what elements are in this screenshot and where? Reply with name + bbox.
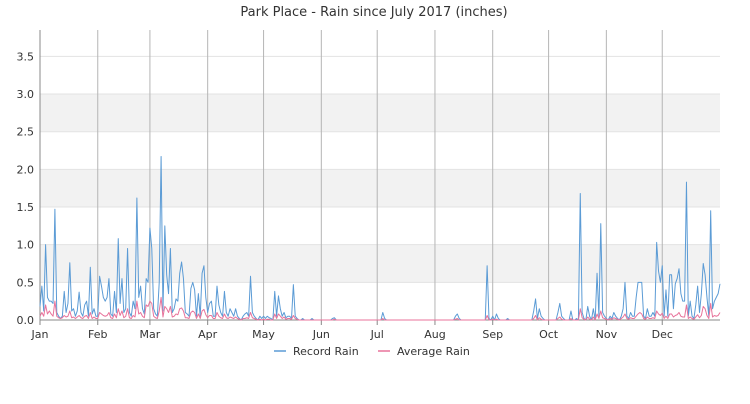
- series-layer: [39, 156, 721, 321]
- legend-item-average[interactable]: Average Rain: [378, 345, 470, 358]
- y-tick-label: 1.5: [17, 201, 35, 214]
- y-tick-label: 2.5: [17, 126, 35, 139]
- legend-label-average: Average Rain: [397, 345, 470, 358]
- y-tick-label: 3.5: [17, 50, 35, 63]
- y-tick-label: 1.0: [17, 239, 35, 252]
- y-tick-label: 3.0: [17, 88, 35, 101]
- legend[interactable]: Record Rain Average Rain: [274, 345, 470, 358]
- series-line-average: [39, 296, 721, 321]
- band: [40, 94, 720, 132]
- gridlines: [39, 30, 720, 321]
- y-tick-label: 0.5: [17, 276, 35, 289]
- chart-title: Park Place - Rain since July 2017 (inche…: [240, 5, 507, 20]
- x-axis: Jan Feb Mar Apr May Jun Jul Aug Sep Oct Nov Dec: [31, 319, 720, 341]
- x-tick-label: Aug: [424, 328, 445, 341]
- y-axis: 0.0 0.5 1.0 1.5 2.0 2.5 3.0 3.5: [17, 30, 41, 327]
- x-tick-label: Oct: [539, 328, 559, 341]
- x-tick-label: Sep: [482, 328, 503, 341]
- legend-label-record: Record Rain: [293, 345, 359, 358]
- x-tick-label: May: [252, 328, 275, 341]
- background-bands: [40, 94, 720, 283]
- x-tick-label: Jan: [31, 328, 49, 341]
- y-tick-label: 2.0: [17, 163, 35, 176]
- x-tick-label: Feb: [88, 328, 107, 341]
- x-tick-label: Jul: [370, 328, 384, 341]
- legend-item-record[interactable]: Record Rain: [274, 345, 359, 358]
- x-tick-label: Mar: [140, 328, 161, 341]
- y-tick-label: 0.0: [17, 314, 35, 327]
- band: [40, 169, 720, 208]
- x-tick-label: Nov: [596, 328, 618, 341]
- x-tick-label: Dec: [652, 328, 673, 341]
- x-tick-label: Apr: [198, 328, 218, 341]
- x-tick-label: Jun: [312, 328, 330, 341]
- band: [40, 244, 720, 283]
